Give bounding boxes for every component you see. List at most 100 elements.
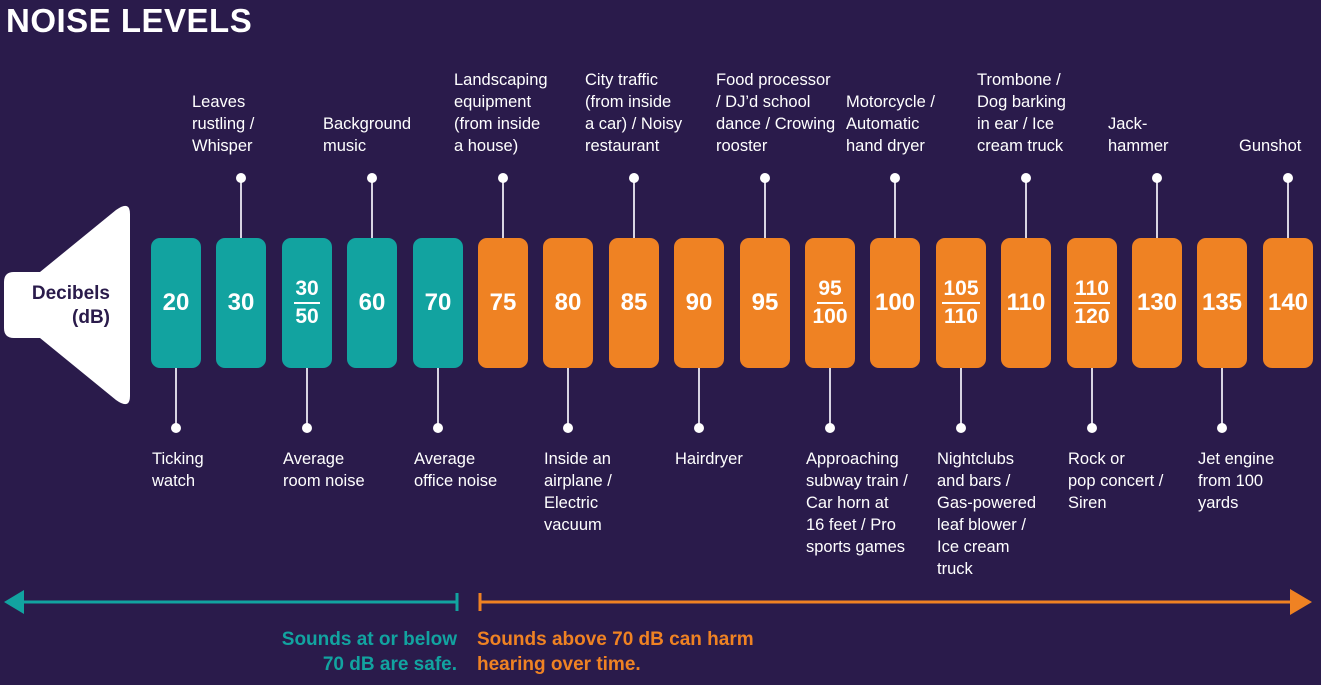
level-bar: 105 110 [936, 238, 986, 368]
level-label: Jack- hammer [1108, 115, 1169, 155]
level-value: 85 [620, 289, 648, 316]
level-value: 135 [1201, 289, 1243, 316]
level-dot [433, 423, 443, 433]
level-bar: 75 [478, 238, 528, 368]
level-value: 140 [1267, 289, 1309, 316]
level-range-top: 30 [294, 277, 320, 304]
level-connector [371, 178, 373, 238]
level-range-top: 105 [942, 277, 980, 304]
level-bar: 30 50 [282, 238, 332, 368]
level-value: 70 [424, 289, 452, 316]
level-connector [175, 368, 177, 428]
level-connector [698, 368, 700, 428]
level-dot [367, 173, 377, 183]
level-connector [306, 368, 308, 428]
level-label: Rock or pop concert / Siren [1068, 450, 1164, 512]
level-bar: 95 100 [805, 238, 855, 368]
level-bar: 20 [151, 238, 201, 368]
level-label: Average room noise [283, 450, 365, 490]
level-value: 95 [751, 289, 779, 316]
speaker-icon [4, 205, 130, 405]
harm-note-line1: Sounds above 70 dB can harm [477, 629, 754, 650]
level-label: Gunshot [1239, 137, 1302, 155]
level-range: 30 50 [294, 277, 320, 329]
level-bar: 85 [609, 238, 659, 368]
zone-arrows [4, 589, 1312, 615]
level-bar: 95 [740, 238, 790, 368]
level-dot [1217, 423, 1227, 433]
level-value: 100 [874, 289, 916, 316]
level-dot [171, 423, 181, 433]
level-range: 95 100 [812, 277, 847, 329]
level-connector [502, 178, 504, 238]
level-dot [825, 423, 835, 433]
level-connector [1156, 178, 1158, 238]
level-bar: 80 [543, 238, 593, 368]
decibels-label-line2: (dB) [72, 307, 110, 328]
level-connector [1091, 368, 1093, 428]
harm-arrow-head [1290, 589, 1312, 615]
decibels-label-line1: Decibels [31, 283, 110, 304]
level-bar: 90 [674, 238, 724, 368]
level-connector [633, 178, 635, 238]
level-value: 60 [358, 289, 386, 316]
level-label: Motorcycle / Automatic hand dryer [846, 93, 935, 155]
level-range-top: 95 [817, 277, 843, 304]
level-label: Approaching subway train / Car horn at 1… [806, 450, 908, 556]
level-dot [694, 423, 704, 433]
safe-arrow-head [4, 590, 24, 614]
level-value: 110 [1006, 289, 1046, 316]
level-label: Average office noise [414, 450, 498, 490]
level-connector [437, 368, 439, 428]
level-connector [240, 178, 242, 238]
level-range-top: 110 [1074, 277, 1110, 304]
level-connector [567, 368, 569, 428]
level-connector [1221, 368, 1223, 428]
level-connector [960, 368, 962, 428]
level-bar: 110 [1001, 238, 1051, 368]
level-label: Ticking watch [152, 450, 204, 490]
level-label: Background music [323, 115, 412, 155]
level-value: 75 [489, 289, 517, 316]
level-connector [894, 178, 896, 238]
level-range-bottom: 120 [1074, 305, 1110, 328]
level-label: Jet engine from 100 yards [1198, 450, 1275, 512]
level-dot [1087, 423, 1097, 433]
level-dot [302, 423, 312, 433]
level-range-bottom: 110 [944, 305, 978, 328]
level-dot [236, 173, 246, 183]
level-dot [563, 423, 573, 433]
level-dot [498, 173, 508, 183]
level-range: 105 110 [942, 277, 980, 329]
level-label: Food processor / DJ’d school dance / Cro… [716, 71, 836, 155]
harm-note: Sounds above 70 dB can harm hearing over… [477, 627, 837, 677]
level-bar: 30 [216, 238, 266, 368]
safe-note: Sounds at or below 70 dB are safe. [200, 627, 457, 677]
level-label: Inside an airplane / Electric vacuum [544, 450, 612, 534]
level-range-bottom: 50 [295, 305, 319, 328]
level-range-bottom: 100 [812, 305, 848, 328]
level-connector [1025, 178, 1027, 238]
level-dot [629, 173, 639, 183]
page-title: NOISE LEVELS [6, 2, 253, 39]
harm-note-line2: hearing over time. [477, 654, 641, 675]
level-bar: 140 [1263, 238, 1313, 368]
level-range: 110 120 [1074, 277, 1110, 329]
safe-note-line2: 70 dB are safe. [322, 654, 457, 675]
level-bar: 60 [347, 238, 397, 368]
level-value: 130 [1136, 289, 1178, 316]
level-label: Hairdryer [675, 450, 743, 468]
level-label: Landscaping equipment (from inside a hou… [454, 71, 548, 155]
level-dot [1283, 173, 1293, 183]
level-connector [1287, 178, 1289, 238]
level-dot [1152, 173, 1162, 183]
level-label: Leaves rustling / Whisper [192, 93, 255, 155]
safe-note-line1: Sounds at or below [281, 629, 457, 650]
level-bar: 100 [870, 238, 920, 368]
level-label: City traffic (from inside a car) / Noisy… [585, 71, 683, 155]
level-dot [890, 173, 900, 183]
decibels-label: Decibels (dB) [8, 282, 110, 330]
level-bar: 135 [1197, 238, 1247, 368]
level-value: 20 [162, 289, 190, 316]
level-value: 90 [685, 289, 713, 316]
